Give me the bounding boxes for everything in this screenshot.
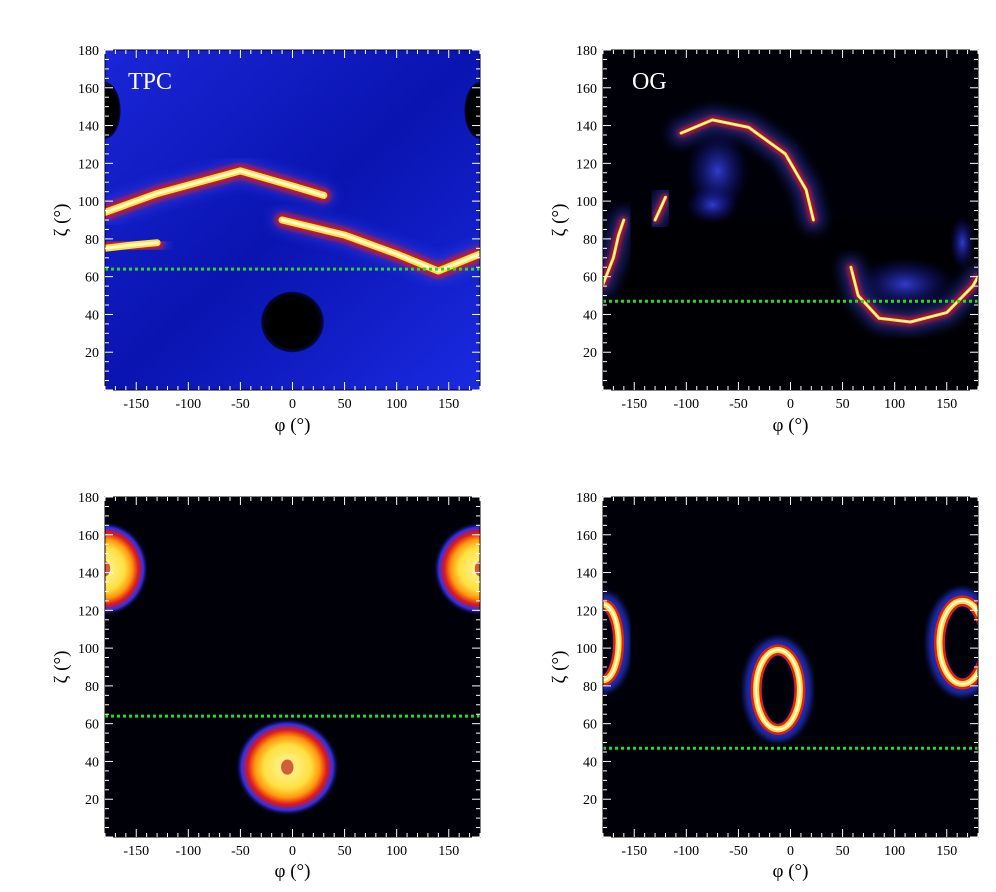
panel-b-x-axis-label: φ (°) bbox=[773, 415, 809, 436]
null-emission-region bbox=[105, 82, 121, 139]
x-tick-label: 0 bbox=[289, 844, 296, 859]
x-tick-label: 100 bbox=[884, 844, 905, 859]
x-tick-label: 50 bbox=[338, 844, 352, 859]
caustic-highlight bbox=[654, 196, 667, 221]
y-tick-label: 140 bbox=[576, 120, 597, 135]
y-tick-label: 60 bbox=[583, 718, 597, 733]
y-tick-label: 120 bbox=[78, 157, 99, 172]
emission-spot bbox=[433, 521, 480, 616]
y-tick-label: 120 bbox=[576, 157, 597, 172]
x-tick-label: -50 bbox=[231, 397, 250, 412]
panel-a-title: TPC bbox=[128, 69, 172, 95]
y-tick-label: 120 bbox=[576, 604, 597, 619]
y-tick-label: 180 bbox=[78, 491, 99, 506]
panel-d-x-axis-label: φ (°) bbox=[773, 861, 809, 882]
emission-glow bbox=[949, 216, 975, 270]
x-tick-label: 100 bbox=[884, 397, 905, 412]
y-tick-label: 80 bbox=[583, 680, 597, 695]
y-tick-label: 60 bbox=[85, 718, 99, 733]
y-tick-label: 160 bbox=[78, 82, 99, 97]
x-tick-label: 0 bbox=[787, 397, 794, 412]
panel-c-y-axis-label: ζ (°) bbox=[51, 651, 72, 684]
panel-c-x-axis-label: φ (°) bbox=[275, 861, 311, 882]
x-tick-label: -100 bbox=[175, 844, 201, 859]
y-tick-label: 60 bbox=[583, 271, 597, 286]
y-tick-label: 120 bbox=[78, 604, 99, 619]
x-tick-label: 150 bbox=[438, 397, 459, 412]
panel-a: -150 -100 -50 0 50 100 150 20 40 60 80 100 120 140 160… bbox=[51, 44, 481, 436]
y-tick-label: 160 bbox=[576, 529, 597, 544]
x-tick-label: -100 bbox=[673, 844, 699, 859]
x-tick-label: -50 bbox=[729, 397, 748, 412]
y-tick-label: 60 bbox=[85, 271, 99, 286]
y-tick-label: 40 bbox=[583, 308, 597, 323]
ring-highlight bbox=[755, 649, 801, 731]
y-tick-label: 40 bbox=[85, 755, 99, 770]
null-emission-region bbox=[464, 82, 480, 139]
y-tick-label: 20 bbox=[583, 793, 597, 808]
y-tick-label: 180 bbox=[576, 44, 597, 59]
panel-b: -150 -100 -50 0 50 100 150 20 40 60 80 100 120 140 160… bbox=[549, 44, 979, 436]
x-tick-label: -100 bbox=[673, 397, 699, 412]
x-tick-label: -150 bbox=[621, 397, 647, 412]
x-tick-label: -50 bbox=[231, 844, 250, 859]
x-tick-label: 0 bbox=[787, 844, 794, 859]
y-tick-label: 40 bbox=[85, 308, 99, 323]
panel-c: -150 -100 -50 0 50 100 150 20 40 60 80 100 120 140 160… bbox=[51, 491, 481, 882]
y-tick-label: 160 bbox=[78, 529, 99, 544]
y-tick-label: 80 bbox=[85, 233, 99, 248]
ring-highlight bbox=[938, 599, 978, 685]
caustic-highlight bbox=[280, 218, 480, 273]
panel-a-x-axis-label: φ (°) bbox=[275, 415, 311, 436]
x-tick-label: 150 bbox=[438, 844, 459, 859]
spot-center bbox=[281, 759, 294, 775]
panel-d-y-axis-label: ζ (°) bbox=[549, 651, 570, 684]
panel-b-title: OG bbox=[632, 69, 667, 95]
y-tick-label: 180 bbox=[78, 44, 99, 59]
x-tick-label: 50 bbox=[836, 397, 850, 412]
y-tick-label: 100 bbox=[78, 642, 99, 657]
emission-spot bbox=[105, 521, 149, 616]
x-tick-label: -150 bbox=[123, 397, 149, 412]
y-tick-label: 160 bbox=[576, 82, 597, 97]
x-tick-label: -100 bbox=[175, 397, 201, 412]
x-tick-label: -150 bbox=[123, 844, 149, 859]
x-tick-label: 100 bbox=[386, 844, 407, 859]
x-tick-label: 150 bbox=[936, 844, 957, 859]
x-tick-label: -50 bbox=[729, 844, 748, 859]
y-tick-label: 20 bbox=[85, 346, 99, 361]
panel-a-y-axis-label: ζ (°) bbox=[51, 204, 72, 237]
x-tick-label: 50 bbox=[338, 397, 352, 412]
y-tick-label: 20 bbox=[583, 346, 597, 361]
caustic-highlight bbox=[105, 169, 326, 214]
y-tick-label: 20 bbox=[85, 793, 99, 808]
y-tick-label: 140 bbox=[78, 120, 99, 135]
y-tick-label: 140 bbox=[78, 567, 99, 582]
x-tick-label: 0 bbox=[289, 397, 296, 412]
y-tick-label: 100 bbox=[576, 195, 597, 210]
emission-glow bbox=[855, 257, 956, 311]
emission-glow bbox=[686, 186, 739, 224]
y-tick-label: 80 bbox=[85, 680, 99, 695]
ring-highlight bbox=[603, 603, 620, 682]
caustic-highlight bbox=[603, 219, 625, 285]
x-tick-label: -150 bbox=[621, 844, 647, 859]
caustic-highlight bbox=[850, 266, 978, 323]
y-tick-label: 100 bbox=[576, 642, 597, 657]
null-emission-region bbox=[261, 291, 324, 353]
y-tick-label: 140 bbox=[576, 567, 597, 582]
caustic-highlight bbox=[680, 119, 814, 221]
caustic-highlight bbox=[105, 241, 159, 250]
x-tick-label: 150 bbox=[936, 397, 957, 412]
x-tick-label: 100 bbox=[386, 397, 407, 412]
panel-b-y-axis-label: ζ (°) bbox=[549, 204, 570, 237]
y-tick-label: 80 bbox=[583, 233, 597, 248]
y-tick-label: 100 bbox=[78, 195, 99, 210]
y-tick-label: 40 bbox=[583, 755, 597, 770]
y-tick-label: 180 bbox=[576, 491, 597, 506]
panel-d: -150 -100 -50 0 50 100 150 20 40 60 80 100 120 140 160… bbox=[549, 491, 979, 882]
x-tick-label: 50 bbox=[836, 844, 850, 859]
